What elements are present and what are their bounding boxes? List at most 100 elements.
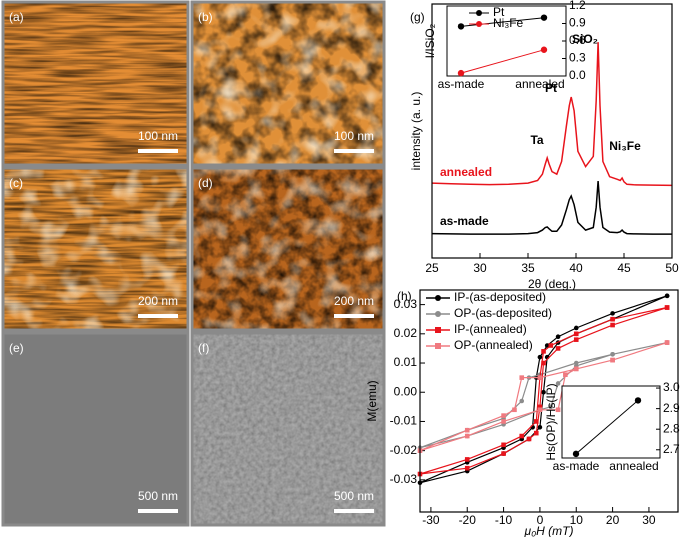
marker xyxy=(519,433,525,439)
marker xyxy=(540,46,548,53)
x-axis-label: 2θ (deg.) xyxy=(528,277,576,291)
panel-label: (e) xyxy=(9,341,24,355)
scale-bar-label: 200 nm xyxy=(138,294,178,308)
curve-label: as-made xyxy=(440,214,489,228)
marker xyxy=(555,334,561,340)
marker xyxy=(664,293,670,299)
x-tick-label: 30 xyxy=(473,261,487,275)
x-tick-label: 20 xyxy=(606,513,620,527)
x-tick-label: 50 xyxy=(665,261,679,275)
marker xyxy=(537,354,543,360)
x-axis-label: μ₀H (mT) xyxy=(524,524,574,537)
marker xyxy=(533,430,539,436)
panel-label: (h) xyxy=(397,289,412,303)
marker xyxy=(610,351,615,357)
scale-bar-label: 100 nm xyxy=(334,129,374,143)
legend-label: Ni₃Fe xyxy=(493,16,524,30)
plot-frame xyxy=(431,3,673,259)
marker xyxy=(464,457,470,462)
panel-border xyxy=(190,331,386,527)
marker xyxy=(541,360,546,366)
x-tick-label: annealed xyxy=(609,459,658,473)
texture xyxy=(3,2,188,165)
x-tick-label: as-made xyxy=(438,77,485,91)
marker xyxy=(501,413,506,418)
y-tick-label: -0.02 xyxy=(390,443,418,457)
texture xyxy=(192,168,384,330)
marker xyxy=(501,419,506,424)
panel-border xyxy=(1,0,190,167)
inset-line xyxy=(575,400,639,455)
scale-bar-label: 500 nm xyxy=(138,489,178,503)
marker xyxy=(610,316,615,322)
marker xyxy=(573,366,579,372)
legend-label: IP-(annealed) xyxy=(454,322,527,336)
x-tick-label: 40 xyxy=(569,261,583,275)
marker xyxy=(555,407,561,413)
marker xyxy=(519,398,525,404)
y-tick-label: 0.3 xyxy=(569,51,586,65)
loop-line xyxy=(419,295,668,484)
panel-label: (g) xyxy=(410,10,425,24)
panel-label: (c) xyxy=(9,176,23,190)
panel-border xyxy=(190,166,386,332)
x-tick-label: -10 xyxy=(495,513,513,527)
charts: (g) 25 30 35 40 45 50 2θ (deg.) intensity (a. u.… xyxy=(365,0,680,537)
marker xyxy=(544,343,550,348)
xrd-curve xyxy=(431,180,672,235)
xrd-curve xyxy=(431,42,673,187)
panel-border xyxy=(190,0,386,167)
y-tick-label: 0.6 xyxy=(569,33,586,47)
panel-label: (d) xyxy=(198,176,213,190)
marker xyxy=(457,69,465,77)
y-tick-label: 1.2 xyxy=(569,0,586,12)
y-tick-label: 2.7 xyxy=(663,442,680,456)
marker xyxy=(548,404,554,410)
marker xyxy=(457,23,465,30)
micrographs: (a) 100 nm (b) 100 nm (c) 200 nm (d) 200 nm (e) 5… xyxy=(1,0,386,527)
x-tick-label: -30 xyxy=(422,513,440,527)
marker xyxy=(464,465,470,471)
marker xyxy=(476,10,482,16)
legend-label: OP-(annealed) xyxy=(454,338,533,352)
peak-label: Ni₃Fe xyxy=(609,139,641,153)
x-tick-label: annealed xyxy=(515,77,564,91)
marker xyxy=(572,450,580,458)
y-axis-label: M(emu) xyxy=(365,380,379,421)
marker xyxy=(610,322,615,328)
texture xyxy=(3,168,188,330)
marker xyxy=(501,442,506,448)
x-tick-label: as-made xyxy=(553,459,600,473)
y-tick-label: 0.02 xyxy=(394,326,418,340)
y-axis-label: intensity (a. u.) xyxy=(409,92,423,171)
marker xyxy=(501,451,506,456)
marker xyxy=(435,327,441,333)
x-tick-label: 30 xyxy=(642,513,656,527)
marker xyxy=(435,295,441,301)
marker xyxy=(519,375,525,380)
panel-label: (b) xyxy=(198,10,213,24)
scale-bar-label: 500 nm xyxy=(334,489,374,503)
marker xyxy=(573,337,579,342)
y-tick-label: -0.01 xyxy=(390,414,418,428)
texture xyxy=(192,2,384,165)
panel-label: (f) xyxy=(198,341,209,355)
x-tick-label: 45 xyxy=(617,261,631,275)
legend-label: OP-(as-deposited) xyxy=(454,306,552,320)
y-tick-label: 0.00 xyxy=(394,384,418,398)
y-tick-label: 0.03 xyxy=(394,297,418,311)
y-tick-label: 0.9 xyxy=(569,16,586,30)
y-tick-label: 2.9 xyxy=(663,401,680,415)
inset-bg xyxy=(561,385,661,459)
y-tick-label: -0.03 xyxy=(390,472,418,486)
marker xyxy=(664,305,670,310)
panel-border xyxy=(1,166,190,332)
scale-bar-label: 200 nm xyxy=(334,294,374,308)
marker xyxy=(435,311,441,317)
legend-label: Pt xyxy=(493,5,505,19)
marker xyxy=(573,325,579,331)
texture xyxy=(192,333,384,525)
x-tick-label: -20 xyxy=(459,513,477,527)
inset-line xyxy=(460,17,545,27)
inset-line xyxy=(460,49,545,74)
